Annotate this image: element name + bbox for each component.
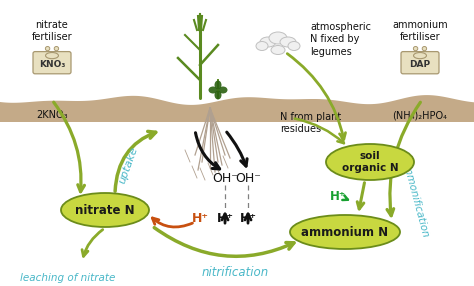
- Ellipse shape: [219, 86, 228, 94]
- Ellipse shape: [288, 41, 300, 51]
- Ellipse shape: [46, 53, 58, 59]
- Ellipse shape: [215, 80, 221, 90]
- FancyBboxPatch shape: [401, 51, 439, 74]
- Text: ammonification: ammonification: [400, 158, 430, 239]
- Text: ammonium
fertiliser: ammonium fertiliser: [392, 20, 448, 41]
- Text: H⁺: H⁺: [217, 212, 234, 225]
- Ellipse shape: [215, 90, 221, 100]
- FancyBboxPatch shape: [33, 51, 71, 74]
- Ellipse shape: [269, 32, 287, 44]
- Text: nitrate N: nitrate N: [75, 204, 135, 217]
- Ellipse shape: [413, 47, 418, 51]
- Text: atmospheric
N fixed by
legumes: atmospheric N fixed by legumes: [310, 22, 371, 57]
- Text: DAP: DAP: [410, 60, 430, 69]
- Text: H⁺: H⁺: [191, 212, 209, 225]
- Text: uptake: uptake: [117, 145, 139, 185]
- Ellipse shape: [413, 53, 427, 59]
- Text: ammonium N: ammonium N: [301, 225, 389, 239]
- Ellipse shape: [46, 47, 50, 51]
- Ellipse shape: [271, 45, 285, 55]
- Text: H⁺: H⁺: [330, 190, 346, 202]
- Text: OH⁻: OH⁻: [212, 172, 238, 184]
- Ellipse shape: [326, 144, 414, 180]
- Ellipse shape: [61, 193, 149, 227]
- Ellipse shape: [54, 47, 59, 51]
- Polygon shape: [0, 95, 474, 122]
- Text: soil
organic N: soil organic N: [342, 151, 398, 173]
- Text: OH⁻: OH⁻: [235, 172, 261, 184]
- Ellipse shape: [256, 41, 268, 51]
- Text: 2KNO₃: 2KNO₃: [36, 110, 68, 120]
- Text: nitrification: nitrification: [201, 265, 269, 279]
- Text: leaching of nitrate: leaching of nitrate: [20, 273, 116, 283]
- Text: (NH₄)₂HPO₄: (NH₄)₂HPO₄: [392, 110, 447, 120]
- Text: H⁺: H⁺: [239, 212, 256, 225]
- Ellipse shape: [422, 47, 427, 51]
- Text: nitrate
fertiliser: nitrate fertiliser: [32, 20, 73, 41]
- Ellipse shape: [209, 86, 218, 94]
- Text: N from plant
residues: N from plant residues: [280, 112, 341, 134]
- Ellipse shape: [260, 37, 276, 47]
- Ellipse shape: [290, 215, 400, 249]
- Text: KNO₃: KNO₃: [39, 60, 65, 69]
- Ellipse shape: [280, 37, 296, 47]
